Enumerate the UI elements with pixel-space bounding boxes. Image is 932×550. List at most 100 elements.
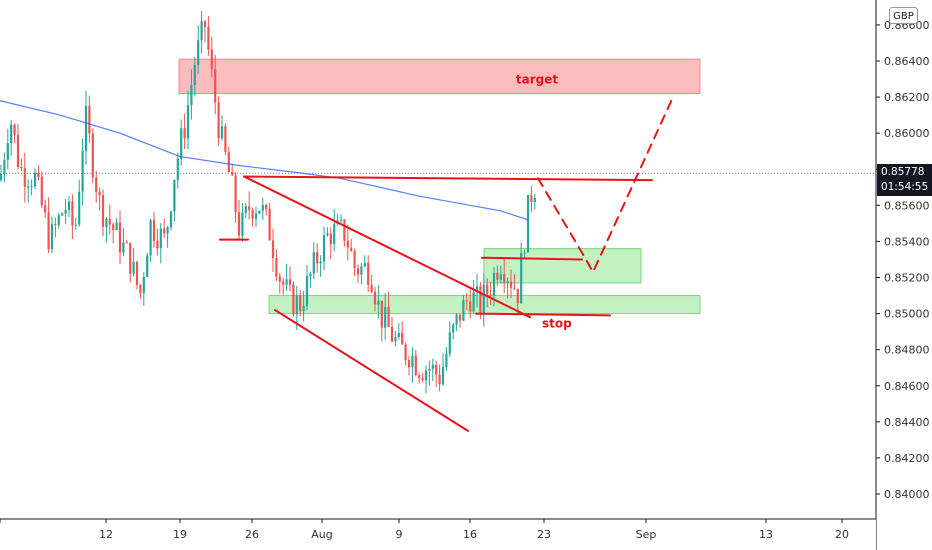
candle-body — [316, 252, 319, 264]
candle-body — [312, 252, 315, 274]
y-tick-label: 0.84600 — [884, 380, 930, 393]
candle-body — [261, 205, 264, 211]
candle-body — [105, 218, 108, 227]
candle-body — [224, 126, 227, 152]
candle-body — [91, 133, 94, 178]
candle-body — [74, 224, 77, 226]
candle-body — [431, 364, 434, 370]
price-axis-panel[interactable] — [876, 0, 932, 550]
time-axis-panel[interactable] — [0, 519, 876, 550]
candle-body — [118, 222, 122, 253]
candle-body — [506, 281, 509, 284]
candle-body — [367, 263, 370, 285]
candle-body — [108, 218, 111, 225]
candle-body — [472, 292, 475, 312]
candle-countdown: 01:54:55 — [881, 181, 929, 193]
candle-body — [16, 134, 20, 168]
candle-body — [489, 294, 492, 296]
candle-body — [67, 201, 71, 210]
candle-body — [360, 266, 363, 275]
candle-body — [441, 367, 445, 385]
candle-body — [373, 291, 377, 305]
candle-body — [197, 40, 200, 66]
candle-body — [227, 151, 230, 172]
candle-body — [200, 21, 203, 41]
candles-layer — [0, 10, 536, 394]
candle-body — [390, 326, 394, 342]
candle-body — [288, 279, 292, 285]
candle-body — [37, 172, 40, 177]
candle-body — [452, 324, 455, 333]
current-price-value: 0.85778 — [881, 166, 925, 178]
candle-body — [27, 186, 30, 188]
x-tick-label: 19 — [173, 528, 187, 541]
candle-body — [95, 177, 98, 192]
candle-body — [84, 105, 88, 151]
x-axis-ticks: Jul121926Aug91623Sep1320 — [0, 519, 849, 541]
candle-body — [533, 197, 536, 203]
candle-body — [142, 276, 145, 294]
candle-body — [305, 276, 309, 306]
current-price-label: 0.85778 01:54:55 — [877, 164, 932, 196]
x-tick-label: 16 — [463, 528, 477, 541]
currency-button[interactable]: GBP — [889, 7, 918, 24]
candle-body — [234, 175, 237, 213]
candle-body — [33, 172, 37, 187]
candle-body — [509, 281, 513, 288]
candle-body — [115, 222, 118, 231]
target-label: target — [516, 72, 558, 86]
candle-body — [254, 213, 258, 219]
candle-body — [61, 213, 64, 216]
candle-body — [278, 276, 281, 282]
candle-body — [268, 209, 271, 241]
candle-body — [530, 195, 533, 203]
y-tick-label: 0.86400 — [884, 55, 930, 68]
candle-body — [149, 220, 152, 256]
candle-body — [23, 168, 26, 187]
x-tick-label: 13 — [759, 528, 773, 541]
candle-body — [445, 353, 448, 368]
candle-body — [98, 191, 101, 196]
y-tick-label: 0.85600 — [884, 199, 930, 212]
candle-body — [40, 176, 43, 206]
candle-body — [424, 370, 428, 381]
trend-line — [243, 175, 531, 319]
x-tick-label: 9 — [396, 528, 403, 541]
candle-body — [190, 85, 193, 106]
y-tick-label: 0.84800 — [884, 344, 930, 357]
candle-body — [88, 105, 91, 134]
y-tick-label: 0.86000 — [884, 127, 930, 140]
y-tick-label: 0.84200 — [884, 452, 930, 465]
candle-body — [44, 205, 47, 213]
y-tick-label: 0.86200 — [884, 91, 930, 104]
candle-body — [64, 209, 67, 214]
candle-body — [407, 359, 411, 368]
candle-body — [465, 300, 468, 302]
y-tick-label: 0.85200 — [884, 272, 930, 285]
candle-body — [139, 284, 142, 294]
candle-body — [125, 242, 128, 244]
candle-body — [513, 287, 516, 289]
candle-body — [339, 219, 343, 221]
candle-body — [380, 300, 383, 328]
candle-body — [469, 301, 472, 312]
trend-line — [481, 256, 583, 261]
candle-body — [101, 195, 105, 227]
zone-rect — [483, 248, 642, 284]
candle-body — [475, 286, 479, 293]
candle-body — [10, 124, 13, 144]
candle-body — [173, 179, 176, 212]
y-tick-label: 0.85400 — [884, 235, 930, 248]
candle-body — [231, 171, 234, 176]
candle-body — [271, 240, 275, 259]
y-tick-label: 0.84000 — [884, 488, 930, 501]
candle-body — [241, 212, 244, 236]
x-tick-label: 12 — [99, 528, 113, 541]
candle-body — [135, 261, 139, 285]
candle-body — [13, 124, 16, 135]
candle-body — [217, 102, 220, 139]
candle-body — [421, 378, 424, 381]
candle-body — [526, 195, 530, 253]
candle-body — [180, 128, 183, 159]
